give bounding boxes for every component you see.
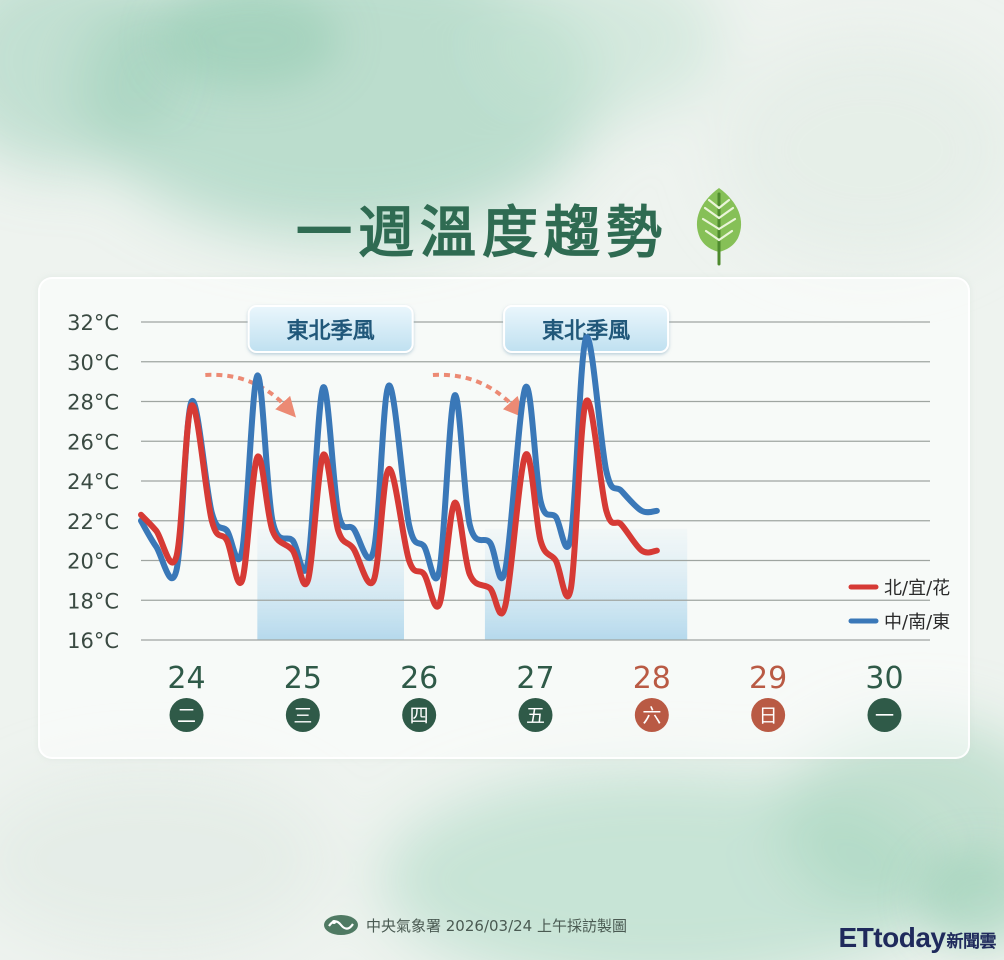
weekday-circle — [285, 698, 320, 732]
day-date: 26 — [400, 661, 438, 696]
series-line-central-south-east — [138, 334, 660, 582]
footer-text: 中央氣象署 2026/03/24 上午採訪製圖 — [366, 916, 627, 935]
y-tick-label: 22°C — [67, 510, 119, 534]
day-date: 29 — [749, 661, 787, 696]
day-weekday-badge: 六 — [634, 698, 669, 732]
weekday-circle — [634, 698, 669, 732]
legend-label: 北/宜/花 — [884, 578, 950, 599]
y-tick-label: 18°C — [67, 589, 119, 613]
day-date: 25 — [284, 661, 322, 696]
trend-arrow — [432, 372, 524, 418]
weekday-circle — [751, 698, 786, 732]
weekday-label: 六 — [642, 705, 661, 727]
monsoon-shade — [257, 528, 404, 640]
series-line-north-yilan-hualien — [138, 397, 660, 617]
weekday-circle — [169, 698, 204, 732]
page-title: 一週溫度趨勢 — [296, 201, 668, 266]
weekday-label: 日 — [759, 705, 778, 727]
monsoon-badge: 東北季風 — [503, 305, 670, 353]
y-tick-label: 16°C — [67, 629, 119, 653]
monsoon-badge: 東北季風 — [247, 305, 414, 353]
weekday-circle — [518, 698, 553, 732]
legend-item: 北/宜/花 — [848, 578, 950, 599]
y-tick-label: 32°C — [67, 311, 119, 335]
y-tick-label: 28°C — [67, 391, 119, 415]
weekday-label: 一 — [875, 705, 894, 727]
weekday-label: 二 — [177, 705, 196, 727]
weekday-label: 三 — [293, 705, 312, 727]
legend-label: 中/南/東 — [884, 612, 950, 633]
day-weekday-badge: 四 — [402, 698, 437, 732]
y-tick-label: 30°C — [67, 351, 119, 375]
day-weekday-badge: 二 — [169, 698, 204, 732]
y-tick-label: 24°C — [67, 470, 119, 494]
day-date: 24 — [167, 661, 205, 696]
day-weekday-badge: 三 — [285, 698, 320, 732]
legend-item: 中/南/東 — [848, 612, 950, 633]
trend-arrow — [205, 372, 296, 418]
monsoon-shade — [484, 528, 688, 640]
day-date: 28 — [633, 661, 671, 696]
chart-panel — [38, 277, 970, 759]
day-weekday-badge: 五 — [518, 698, 553, 732]
day-weekday-badge: 一 — [867, 698, 902, 732]
weekday-label: 五 — [526, 705, 545, 727]
footer-credit: 中央氣象署 2026/03/24 上午採訪製圖 — [322, 913, 627, 937]
cwa-logo-icon — [324, 915, 358, 935]
weekday-label: 四 — [410, 705, 429, 727]
monsoon-badge-box — [247, 305, 414, 353]
leaf-icon — [696, 188, 742, 266]
day-weekday-badge: 日 — [751, 698, 786, 732]
weekday-circle — [402, 698, 437, 732]
ettoday-watermark: ETtoday新聞雲 — [838, 922, 997, 954]
watermark-brand: ETtoday — [838, 922, 946, 953]
y-tick-label: 26°C — [67, 430, 119, 454]
monsoon-badge-label: 東北季風 — [287, 319, 375, 344]
weekday-circle — [867, 698, 902, 732]
day-date: 27 — [516, 661, 554, 696]
watermark-suffix: 新聞雲 — [946, 932, 997, 951]
day-date: 30 — [865, 661, 903, 696]
y-tick-label: 20°C — [67, 550, 119, 574]
